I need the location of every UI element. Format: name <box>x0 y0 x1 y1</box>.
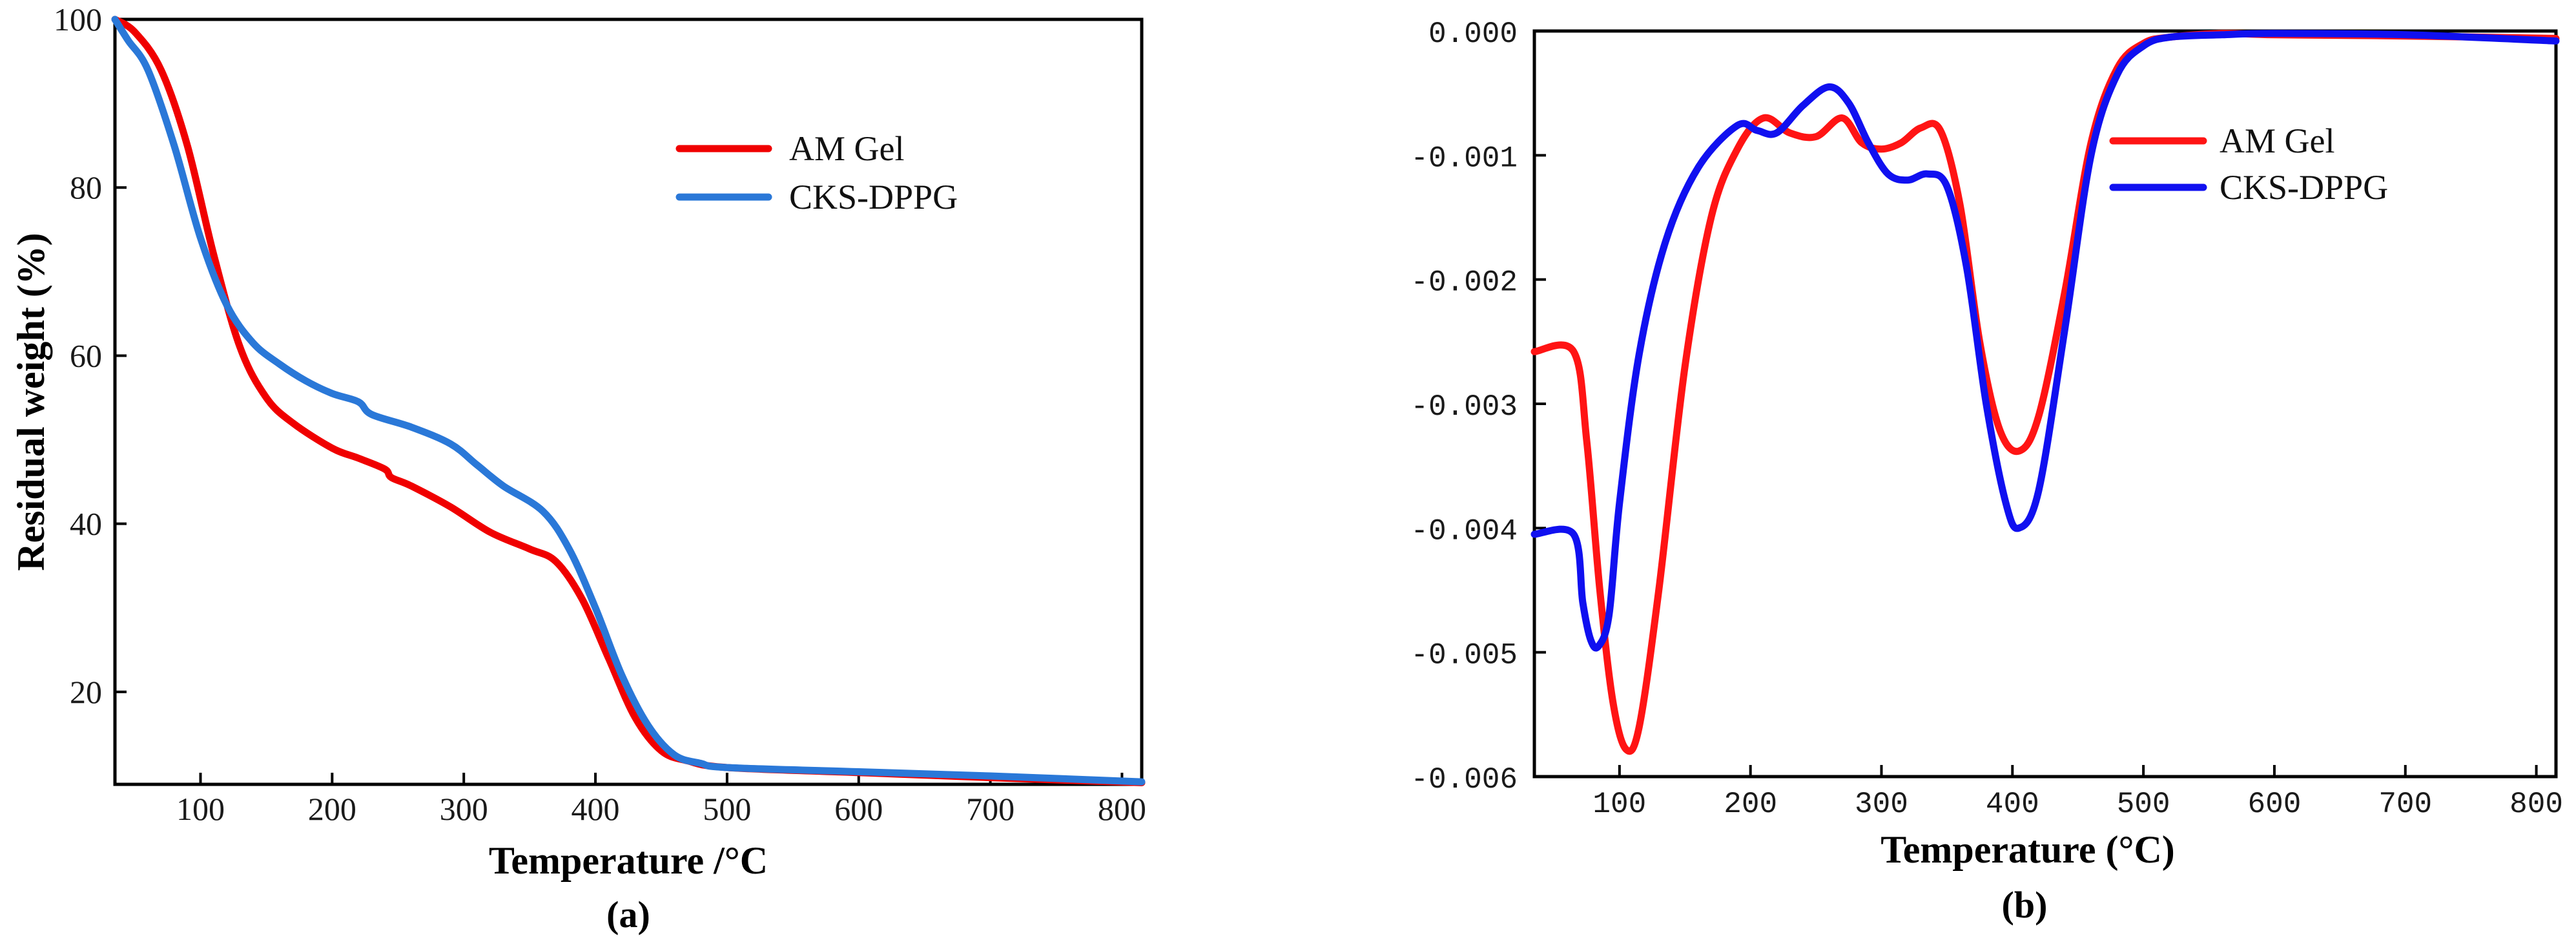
plot-frame-a <box>113 17 1144 786</box>
series-line-am-gel-b <box>1530 30 2560 755</box>
y-tick-label-b: -0.005 <box>1410 639 1518 673</box>
x-tick-label-a: 600 <box>834 791 883 827</box>
legend-label-am-gel-b: AM Gel <box>2220 121 2334 160</box>
panel-b: 100 200 300 400 500 600 700 800 0.000 -0.001 -0.0… <box>1410 17 2563 926</box>
series-line-am-gel-a <box>111 16 1146 786</box>
y-tick-label-a: 80 <box>70 169 102 205</box>
y-tick-label-b: -0.002 <box>1410 266 1518 300</box>
y-tick-label-b: -0.006 <box>1410 763 1518 797</box>
y-ticks-b: 0.000 -0.001 -0.002 -0.003 -0.004 -0.005 -0.00… <box>1410 17 1546 797</box>
legend-label-cks-dppg-a: CKS-DPPG <box>789 178 958 216</box>
y-tick-label-b: -0.004 <box>1410 514 1518 548</box>
panel-a: 100 200 300 400 500 600 700 800 100 80 60 40 20 AM … <box>10 1 1146 936</box>
x-tick-label-b: 300 <box>1855 788 1908 821</box>
x-tick-label-a: 300 <box>440 791 488 827</box>
x-tick-label-b: 100 <box>1592 788 1646 821</box>
x-tick-label-b: 400 <box>1986 788 2039 821</box>
legend-b: AM Gel CKS-DPPG <box>2109 121 2388 207</box>
x-ticks-a: 100 200 300 400 500 600 700 800 <box>176 773 1146 827</box>
x-tick-label-b: 200 <box>1724 788 1777 821</box>
series-line-cks-dppg-b <box>1530 30 2560 652</box>
x-tick-label-b: 500 <box>2117 788 2170 821</box>
x-tick-label-a: 800 <box>1098 791 1146 827</box>
y-tick-label-a: 40 <box>70 506 102 542</box>
x-tick-label-a: 500 <box>703 791 751 827</box>
x-axis-title-b: Temperature (°C) <box>1880 828 2175 871</box>
series-group-a <box>111 16 1146 786</box>
panel-label-a: (a) <box>606 894 650 936</box>
x-tick-label-a: 200 <box>308 791 356 827</box>
legend-a: AM Gel CKS-DPPG <box>675 129 958 216</box>
x-tick-label-a: 400 <box>572 791 620 827</box>
y-tick-label-a: 100 <box>54 1 102 37</box>
y-ticks-a: 100 80 60 40 20 <box>54 1 127 710</box>
y-tick-label-b: 0.000 <box>1428 17 1518 51</box>
x-ticks-b: 100 200 300 400 500 600 700 800 <box>1592 765 2563 821</box>
x-tick-label-a: 700 <box>966 791 1015 827</box>
x-tick-label-b: 600 <box>2248 788 2302 821</box>
y-tick-label-a: 20 <box>70 674 102 710</box>
y-axis-title-a: Residual weight (%) <box>10 233 52 570</box>
x-tick-label-a: 100 <box>176 791 225 827</box>
x-axis-title-a: Temperature /°C <box>489 839 768 882</box>
series-group-b <box>1530 30 2560 755</box>
legend-label-am-gel-a: AM Gel <box>789 129 904 168</box>
panel-label-b: (b) <box>2002 884 2048 926</box>
y-tick-label-b: -0.003 <box>1410 390 1518 424</box>
x-tick-label-b: 800 <box>2509 788 2563 821</box>
x-tick-label-b: 700 <box>2378 788 2432 821</box>
legend-label-cks-dppg-b: CKS-DPPG <box>2220 168 2388 207</box>
y-tick-label-b: -0.001 <box>1410 141 1518 175</box>
series-line-cks-dppg-a <box>111 16 1146 786</box>
y-tick-label-a: 60 <box>70 337 102 373</box>
